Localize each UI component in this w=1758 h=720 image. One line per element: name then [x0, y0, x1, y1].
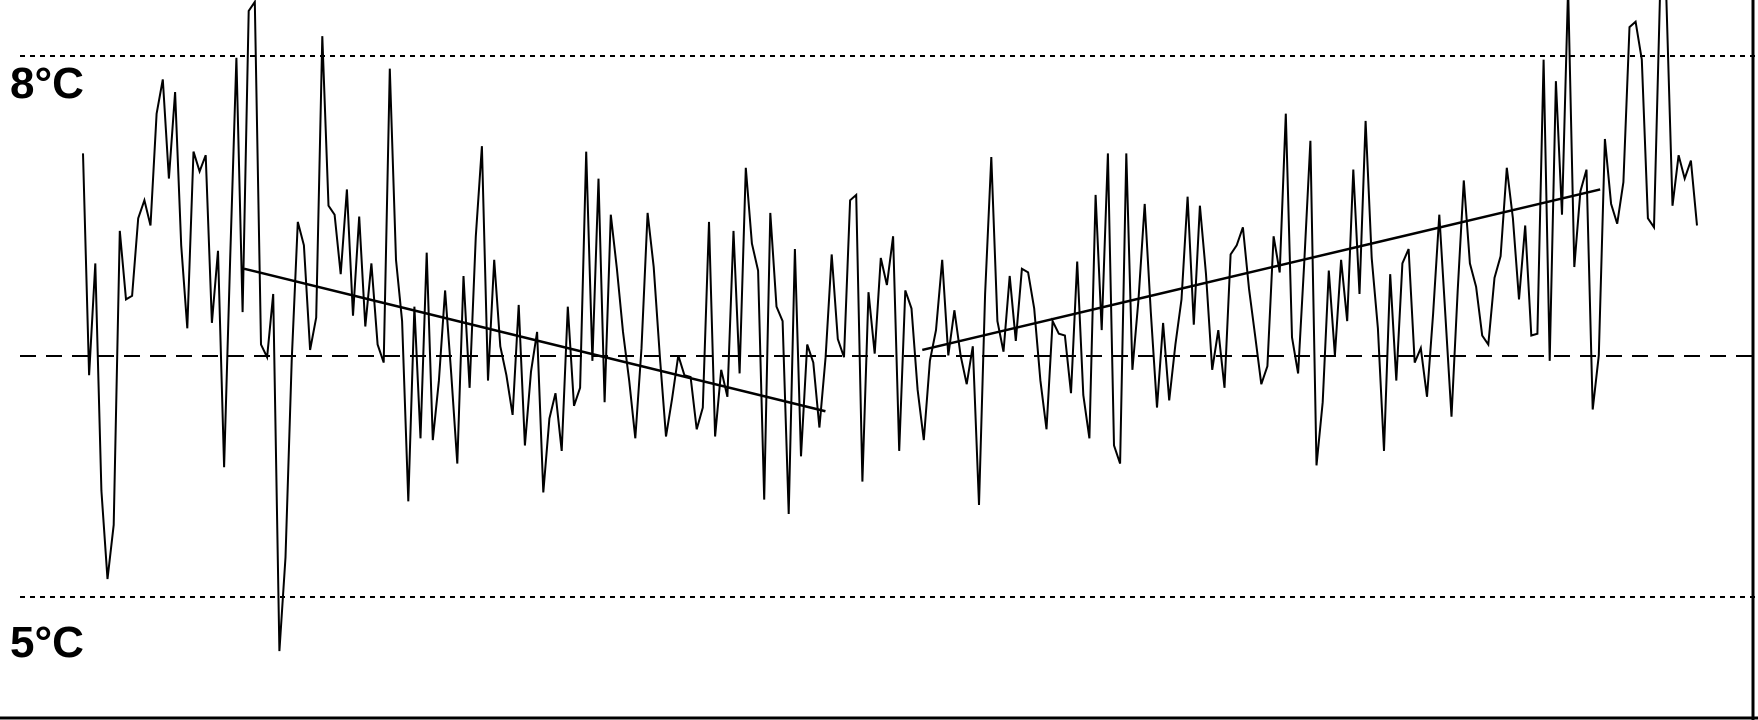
- temperature-series-line: [82, 0, 1698, 652]
- trend-layer: [244, 188, 1601, 413]
- series-layer: [82, 0, 1698, 652]
- y-tick-label-5: 5°C: [10, 618, 84, 667]
- y-tick-label-8: 8°C: [10, 59, 84, 108]
- trend-line-2: [921, 188, 1601, 352]
- trend-line-1: [244, 267, 826, 413]
